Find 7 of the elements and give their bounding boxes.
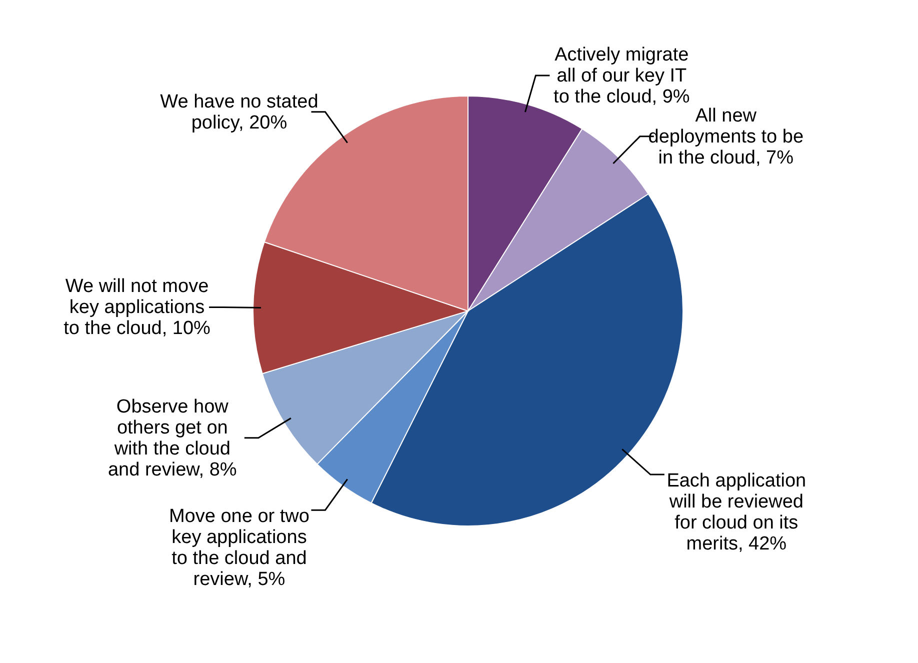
slice-label: Actively migrate all of our key IT to the cloud, 9% xyxy=(554,44,690,108)
slice-label: We have no stated policy, 20% xyxy=(160,91,318,134)
slice-label: We will not move key applications to the cloud, 10% xyxy=(64,276,211,340)
slice-label: All new deployments to be in the cloud, 7% xyxy=(648,105,804,168)
slice-label: Each application will be reviewed for cloud on its merits, 42% xyxy=(666,470,806,555)
slice-label: Move one or two key applications to the cloud and review, 5% xyxy=(168,506,310,590)
slice-label: Observe how others get on with the cloud and review, 8% xyxy=(108,396,237,480)
